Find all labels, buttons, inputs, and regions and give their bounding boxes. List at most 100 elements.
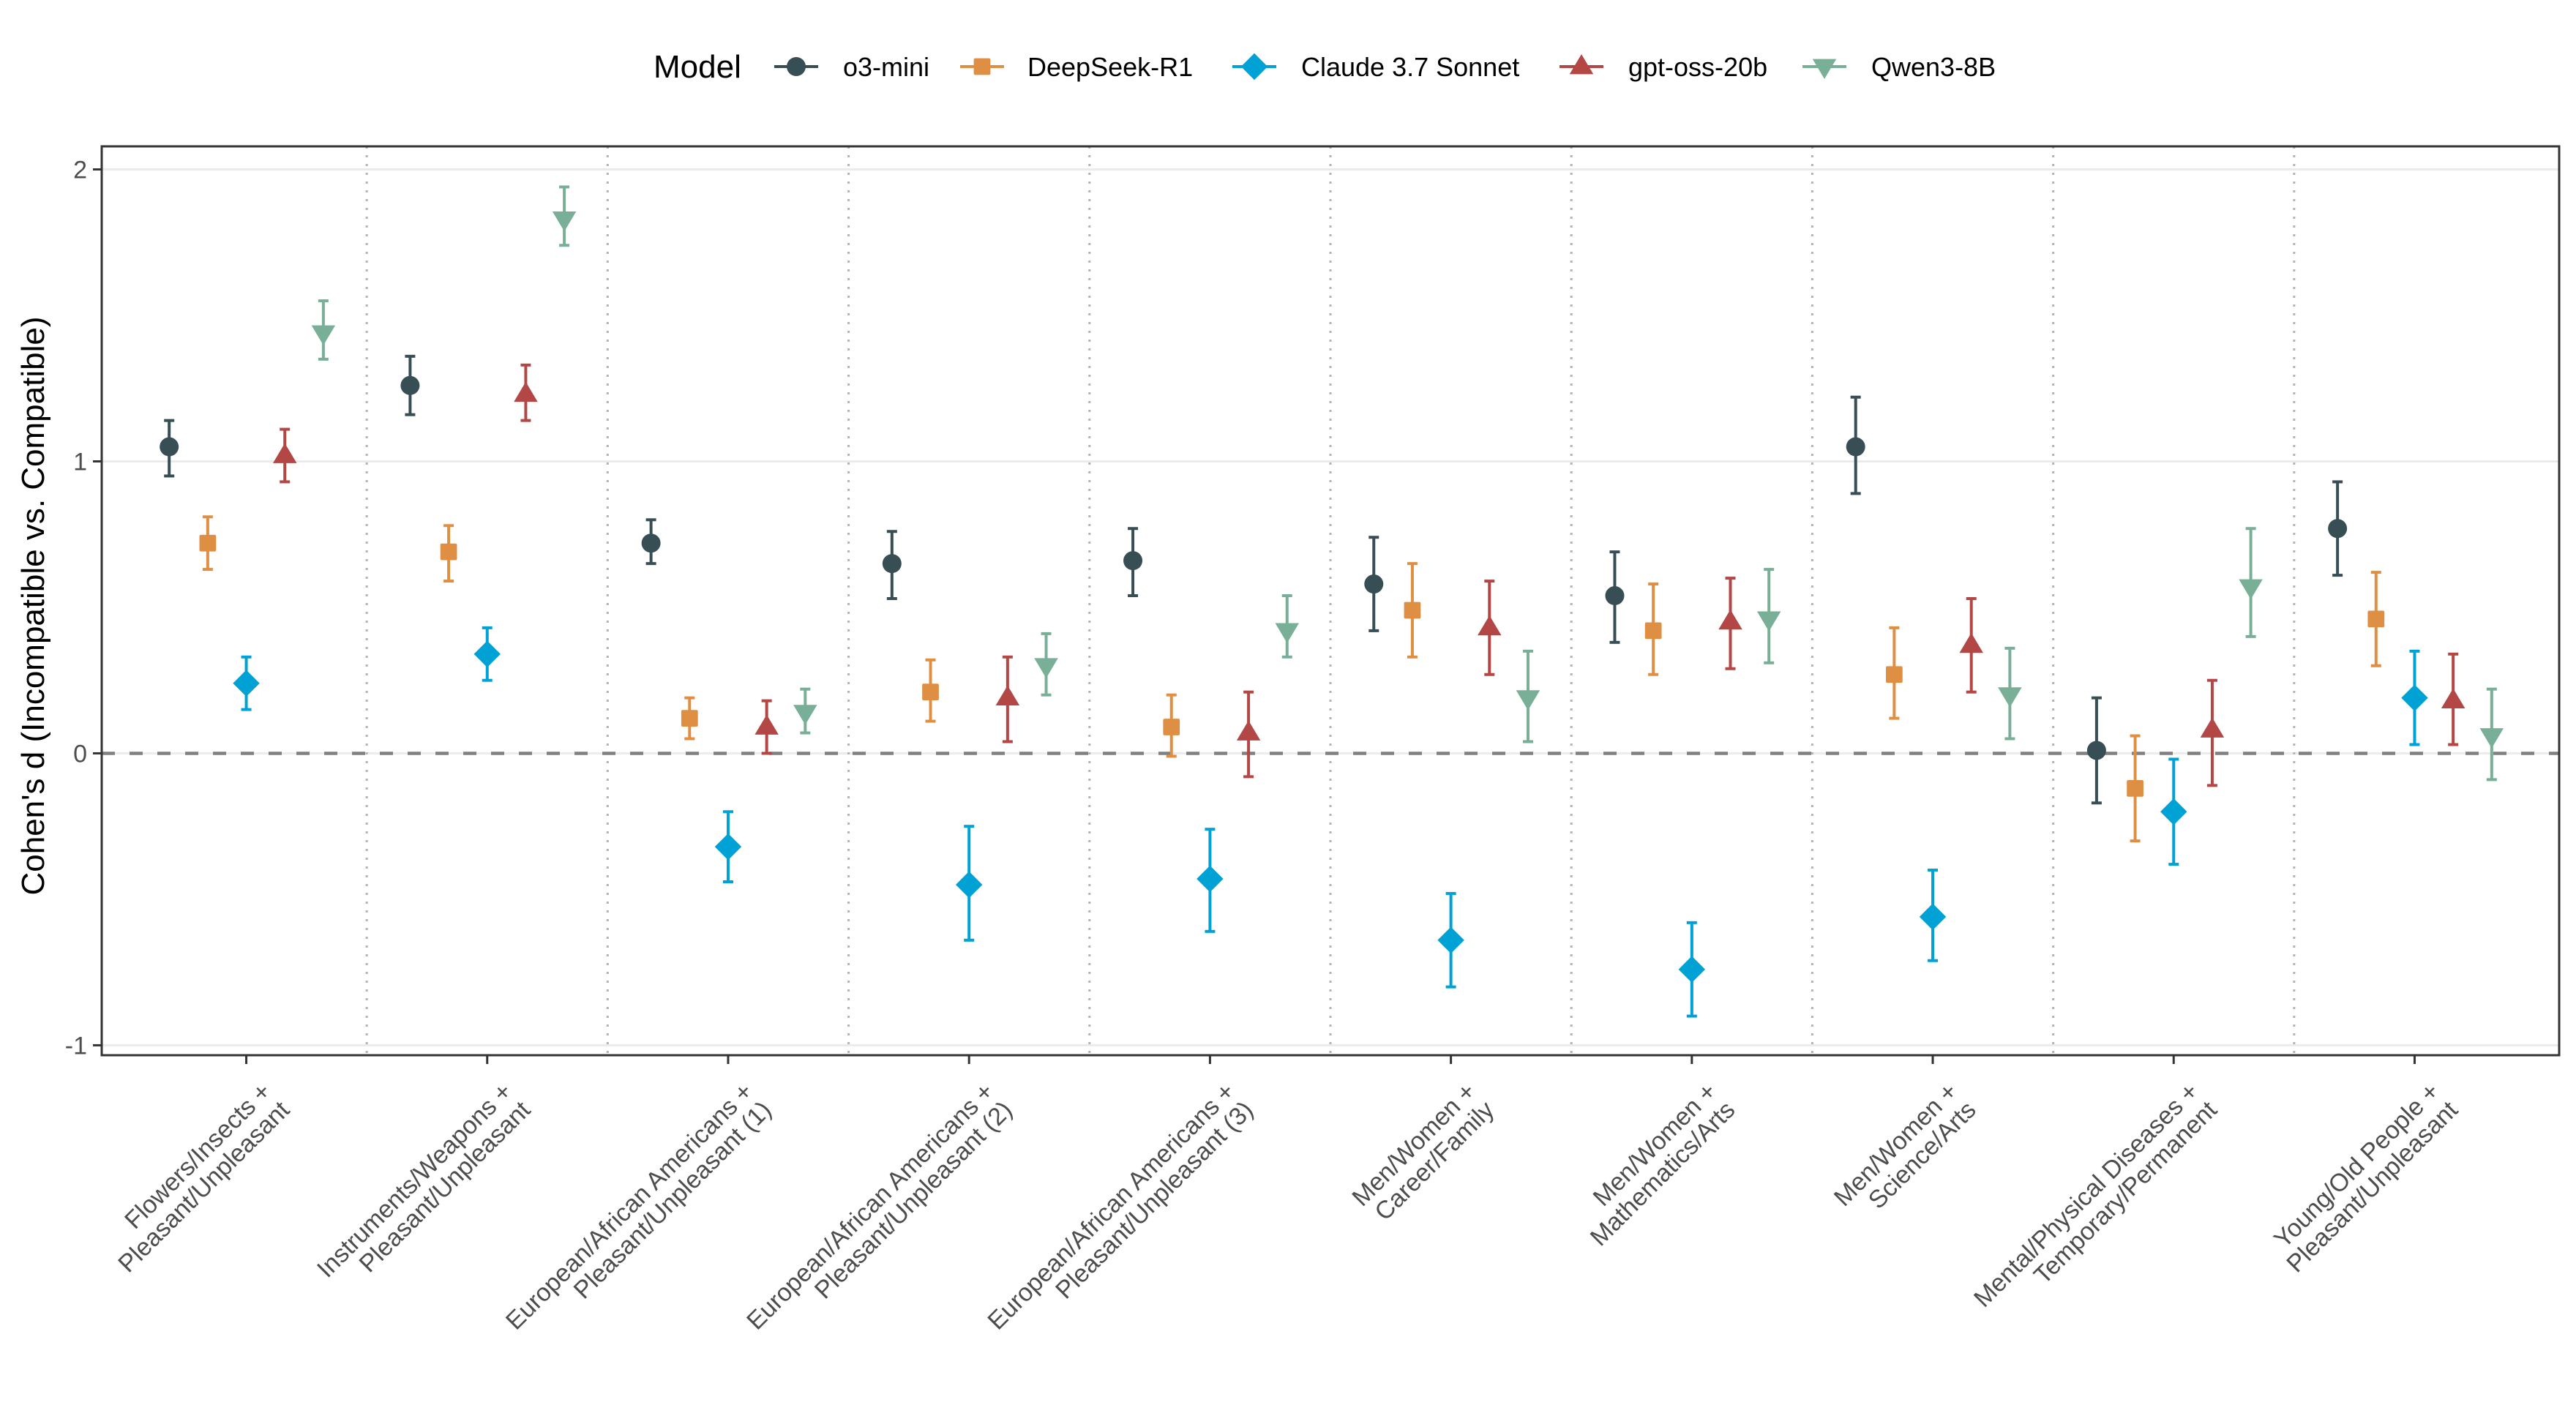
panel-border (100, 145, 2561, 1057)
legend-item-claude-3-7-sonnet: Claude 3.7 Sonnet (1232, 52, 1519, 82)
marker-triangle-up (2441, 688, 2465, 709)
point-gpt-oss-20b (1236, 690, 1261, 779)
point-o3-mini (882, 530, 902, 601)
marker-triangle-down (1034, 658, 1058, 678)
legend-title: Model (654, 49, 741, 85)
marker-diamond (233, 670, 260, 697)
marker-triangle-down (793, 705, 817, 725)
marker-square (1644, 622, 1662, 640)
legend-item-gpt-oss-20b: gpt-oss-20b (1560, 52, 1767, 82)
marker-triangle-down (1756, 611, 1781, 632)
marker-square (2127, 779, 2143, 797)
marker-square (922, 683, 939, 701)
point-o3-mini (160, 419, 179, 478)
marker-triangle-up (995, 685, 1020, 706)
point-claude-3-7-sonnet (2160, 757, 2187, 866)
point-claude-3-7-sonnet (1197, 828, 1224, 933)
point-o3-mini (1846, 395, 1865, 495)
marker-square (2367, 610, 2385, 628)
marker-triangle-up (1478, 615, 1502, 636)
marker-circle (2086, 741, 2106, 760)
legend-item-deepseek-r1: DeepSeek-R1 (960, 52, 1193, 82)
point-qwen3-8b (1998, 646, 2022, 741)
legend-key-diamond-icon (1240, 53, 1268, 80)
point-qwen3-8b (1034, 632, 1058, 697)
marker-diamond (1919, 903, 1947, 931)
legend-label: gpt-oss-20b (1628, 52, 1767, 82)
point-deepseek-r1 (1404, 562, 1421, 659)
y-tick-label: 0 (73, 740, 87, 768)
marker-triangle-up (755, 714, 779, 735)
marker-triangle-up (514, 381, 538, 402)
point-claude-3-7-sonnet (1678, 921, 1706, 1018)
point-gpt-oss-20b (1478, 580, 1502, 676)
point-claude-3-7-sonnet (1919, 869, 1947, 962)
marker-triangle-down (552, 211, 577, 232)
point-o3-mini (2328, 480, 2348, 577)
legend: Model o3-mini DeepSeek-R1 Claude 3.7 Sonne… (654, 49, 1996, 85)
plot-panel (100, 145, 2561, 1057)
point-deepseek-r1 (2127, 734, 2143, 843)
point-o3-mini (1123, 527, 1143, 598)
legend-key-triangle-up-icon (1569, 54, 1594, 75)
point-deepseek-r1 (1644, 582, 1662, 676)
marker-square (1404, 602, 1421, 619)
series-qwen3-8b (311, 185, 2504, 782)
point-deepseek-r1 (199, 515, 217, 572)
marker-circle (1123, 551, 1143, 571)
marker-square (681, 710, 698, 727)
point-gpt-oss-20b (2441, 652, 2465, 746)
marker-diamond (1678, 956, 1706, 983)
marker-diamond (1197, 865, 1224, 893)
point-qwen3-8b (2479, 687, 2504, 782)
point-qwen3-8b (1275, 594, 1299, 659)
point-gpt-oss-20b (755, 699, 779, 755)
series-claude-3-7-sonnet (233, 626, 2428, 1018)
point-gpt-oss-20b (995, 655, 1020, 743)
marker-triangle-up (1718, 609, 1742, 630)
legend-label: Qwen3-8B (1871, 52, 1996, 82)
legend-key-triangle-down-icon (1812, 59, 1837, 79)
point-claude-3-7-sonnet (955, 825, 983, 942)
marker-circle (400, 375, 420, 395)
series-o3-mini (160, 354, 2348, 805)
legend-label: Claude 3.7 Sonnet (1301, 52, 1519, 82)
marker-triangle-up (2200, 717, 2225, 738)
marker-diamond (955, 871, 983, 899)
marker-circle (882, 554, 902, 574)
point-gpt-oss-20b (1718, 577, 1742, 670)
point-o3-mini (1364, 536, 1384, 632)
marker-triangle-up (1236, 720, 1261, 741)
point-deepseek-r1 (922, 658, 939, 723)
y-axis-title: Cohen's d (Incompatible vs. Compatible) (15, 317, 51, 896)
legend-label: DeepSeek-R1 (1027, 52, 1193, 82)
point-deepseek-r1 (681, 696, 698, 741)
marker-circle (1364, 574, 1384, 594)
point-o3-mini (2086, 696, 2106, 805)
marker-square (440, 543, 457, 561)
marker-circle (1846, 437, 1865, 457)
legend-key-square-icon (973, 58, 991, 75)
point-claude-3-7-sonnet (473, 626, 501, 682)
marker-square (1885, 666, 1903, 683)
legend-item-qwen3-8b: Qwen3-8B (1802, 52, 1996, 82)
point-qwen3-8b (1516, 649, 1540, 743)
point-claude-3-7-sonnet (714, 810, 742, 884)
marker-triangle-up (1959, 632, 1983, 653)
marker-circle (641, 533, 661, 553)
point-qwen3-8b (2239, 527, 2263, 638)
point-claude-3-7-sonnet (2401, 649, 2428, 746)
marker-square (199, 534, 217, 552)
point-qwen3-8b (1756, 568, 1781, 664)
marker-triangle-up (272, 443, 297, 463)
point-deepseek-r1 (2367, 571, 2385, 667)
point-o3-mini (641, 518, 661, 566)
marker-square (1163, 719, 1180, 735)
marker-triangle-down (1275, 623, 1299, 643)
series-deepseek-r1 (199, 515, 2385, 843)
marker-diamond (714, 833, 742, 861)
point-qwen3-8b (552, 185, 577, 247)
marker-circle (160, 437, 179, 457)
